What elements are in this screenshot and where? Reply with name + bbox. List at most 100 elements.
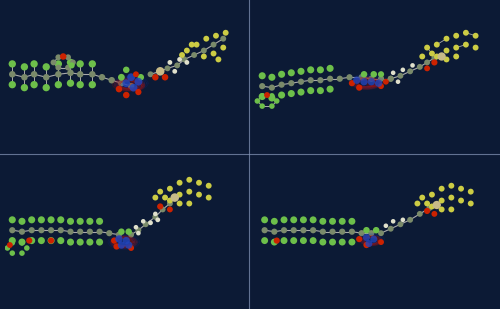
Point bbox=[164, 66, 172, 71]
Point bbox=[270, 239, 278, 244]
Point bbox=[18, 239, 26, 244]
Point bbox=[146, 72, 154, 77]
Point bbox=[76, 229, 84, 234]
Point bbox=[96, 219, 104, 224]
Point bbox=[389, 219, 397, 224]
Point bbox=[204, 195, 212, 200]
Point bbox=[348, 239, 356, 244]
Point bbox=[176, 57, 184, 62]
Point bbox=[438, 186, 446, 191]
Point bbox=[268, 104, 276, 108]
Point bbox=[370, 237, 378, 242]
Point bbox=[30, 72, 38, 77]
Point bbox=[156, 189, 164, 194]
Point bbox=[472, 45, 480, 50]
Point bbox=[423, 66, 431, 71]
Point bbox=[137, 75, 145, 80]
Point bbox=[88, 61, 96, 66]
Point bbox=[290, 217, 298, 222]
Point bbox=[448, 195, 456, 200]
Point bbox=[195, 192, 203, 197]
Point bbox=[176, 192, 184, 197]
Point bbox=[338, 219, 346, 224]
Point bbox=[18, 229, 26, 234]
Point bbox=[309, 217, 317, 222]
Point bbox=[57, 238, 65, 243]
Point bbox=[152, 75, 160, 80]
Point bbox=[88, 82, 96, 87]
Point bbox=[127, 75, 135, 80]
Point bbox=[362, 228, 370, 233]
Point bbox=[6, 243, 14, 248]
Point bbox=[210, 51, 218, 56]
Point bbox=[8, 61, 16, 66]
Point bbox=[188, 42, 196, 47]
Point bbox=[326, 87, 334, 91]
Point bbox=[258, 84, 266, 89]
Point bbox=[76, 219, 84, 224]
Point bbox=[438, 198, 446, 203]
Point bbox=[134, 79, 142, 84]
Point bbox=[423, 201, 431, 206]
Point bbox=[316, 78, 324, 83]
Point bbox=[171, 69, 179, 74]
Point bbox=[8, 238, 16, 243]
Point bbox=[118, 75, 126, 80]
Point bbox=[433, 42, 441, 47]
Point bbox=[438, 54, 446, 59]
Point bbox=[76, 239, 84, 244]
Point bbox=[418, 54, 426, 59]
Point bbox=[278, 93, 285, 98]
Point bbox=[178, 53, 186, 57]
Point bbox=[268, 95, 276, 100]
Point bbox=[66, 70, 74, 75]
Point bbox=[132, 72, 140, 77]
Point bbox=[442, 48, 450, 53]
Point bbox=[47, 217, 55, 222]
Point bbox=[430, 211, 438, 216]
Point bbox=[47, 228, 55, 233]
Point bbox=[319, 239, 327, 244]
Point bbox=[348, 81, 356, 86]
Point bbox=[382, 79, 390, 84]
Point bbox=[8, 240, 16, 245]
Point bbox=[258, 73, 266, 78]
Point bbox=[368, 76, 376, 81]
Point bbox=[42, 75, 50, 80]
Point bbox=[346, 75, 354, 80]
Point bbox=[426, 205, 434, 210]
Point bbox=[467, 189, 475, 194]
Point bbox=[88, 72, 96, 77]
Point bbox=[377, 231, 385, 236]
Point bbox=[156, 69, 164, 74]
Point bbox=[365, 241, 373, 246]
Point bbox=[134, 228, 142, 233]
Point bbox=[57, 217, 65, 222]
Point bbox=[130, 85, 138, 90]
Point bbox=[66, 81, 74, 86]
Point bbox=[273, 238, 281, 243]
Point bbox=[98, 75, 106, 80]
Point bbox=[377, 76, 385, 81]
Point bbox=[355, 85, 363, 90]
Point bbox=[348, 219, 356, 224]
Point bbox=[442, 36, 450, 41]
Point bbox=[273, 99, 281, 104]
Point bbox=[278, 72, 285, 77]
Point bbox=[423, 209, 431, 214]
Point bbox=[76, 61, 84, 66]
Point bbox=[50, 60, 58, 65]
Point bbox=[448, 183, 456, 188]
Point bbox=[316, 88, 324, 93]
Point bbox=[309, 228, 317, 233]
Point bbox=[448, 207, 456, 212]
Point bbox=[112, 244, 120, 249]
Point bbox=[452, 45, 460, 50]
Point bbox=[161, 195, 169, 200]
Point bbox=[190, 53, 198, 57]
Point bbox=[288, 81, 296, 86]
Point bbox=[423, 45, 431, 50]
Point bbox=[258, 93, 266, 98]
Point bbox=[306, 78, 314, 83]
Point bbox=[110, 238, 118, 243]
